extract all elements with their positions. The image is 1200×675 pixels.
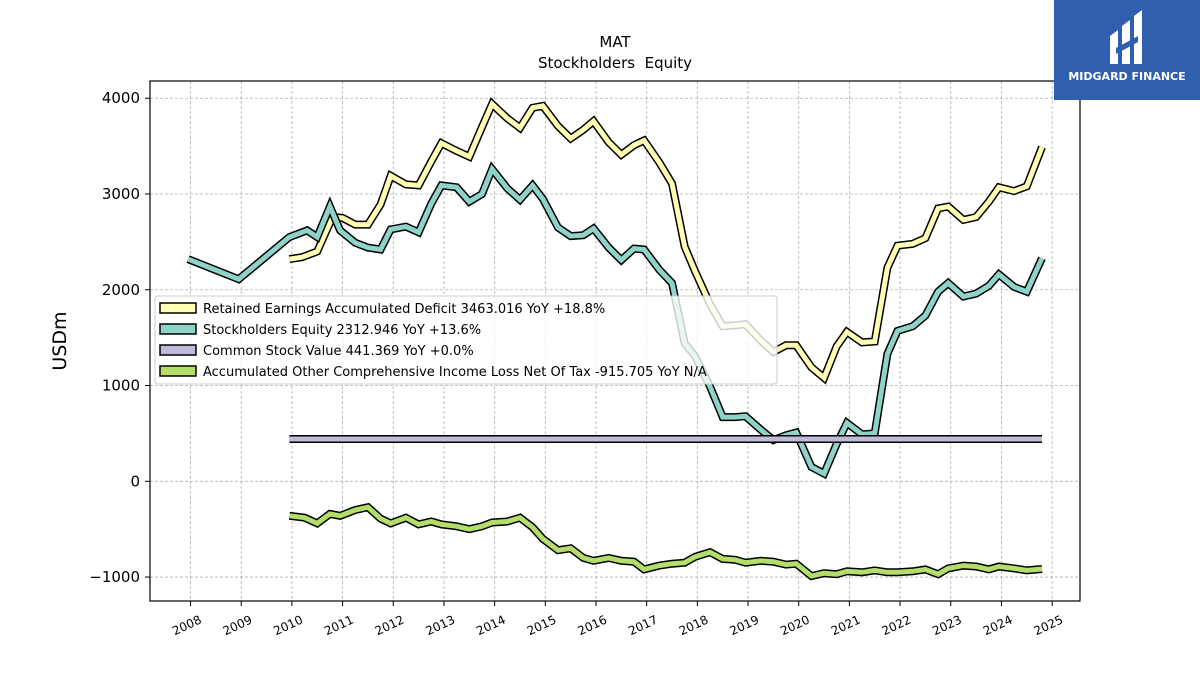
y-tick-label: 3000 — [102, 185, 140, 203]
x-tick-label: 2015 — [525, 613, 559, 639]
y-tick-label: 1000 — [102, 377, 140, 395]
x-tick-label: 2014 — [474, 613, 508, 639]
x-tick-label: 2013 — [423, 613, 457, 639]
legend-swatch — [159, 302, 197, 314]
legend-label: Accumulated Other Comprehensive Income L… — [203, 365, 707, 380]
x-tick-label: 2021 — [829, 613, 863, 639]
midgard-logo-icon — [1110, 10, 1142, 64]
series-4 — [288, 502, 1043, 581]
plot-frame — [149, 80, 1081, 602]
legend-swatch — [159, 365, 197, 377]
legend: Retained Earnings Accumulated Deficit 34… — [154, 295, 778, 385]
x-tick-label: 2009 — [221, 613, 255, 639]
x-tick-label: 2019 — [728, 613, 762, 639]
legend-swatch — [159, 323, 197, 335]
y-tick-label: 0 — [130, 472, 140, 490]
x-tick-label: 2024 — [981, 613, 1015, 639]
x-tick-label: 2018 — [677, 613, 711, 639]
x-tick-label: 2011 — [322, 613, 356, 639]
logo-text: MIDGARD FINANCE — [1068, 70, 1186, 83]
y-tick-label: −1000 — [89, 568, 140, 586]
legend-box — [154, 295, 778, 385]
brand-logo: MIDGARD FINANCE — [1054, 0, 1200, 100]
y-tick-label: 4000 — [102, 89, 140, 107]
series-line — [187, 164, 1045, 478]
series-2 — [186, 161, 1046, 480]
chart-title: MAT — [599, 33, 631, 51]
legend-label: Common Stock Value 441.369 YoY +0.0% — [203, 344, 474, 359]
legend-label: Retained Earnings Accumulated Deficit 34… — [203, 302, 605, 317]
x-tick-label: 2020 — [778, 613, 812, 639]
y-tick-label: 2000 — [102, 281, 140, 299]
x-tick-label: 2010 — [271, 613, 305, 639]
x-tick-label: 2016 — [576, 613, 610, 639]
y-axis-label: USDm — [49, 311, 71, 370]
x-tick-label: 2012 — [373, 613, 407, 639]
legend-label: Stockholders Equity 2312.946 YoY +13.6% — [203, 323, 481, 338]
x-tick-label: 2017 — [626, 613, 660, 639]
chart-subtitle: Stockholders Equity — [538, 54, 692, 72]
x-tick-label: 2023 — [930, 613, 964, 639]
x-tick-label: 2022 — [880, 613, 914, 639]
series-line — [289, 504, 1043, 579]
series-layer — [186, 97, 1046, 581]
x-tick-label: 2008 — [170, 613, 204, 639]
series-line — [289, 99, 1045, 383]
legend-swatch — [159, 344, 197, 356]
x-tick-label: 2025 — [1032, 613, 1066, 639]
series-1 — [288, 97, 1046, 385]
